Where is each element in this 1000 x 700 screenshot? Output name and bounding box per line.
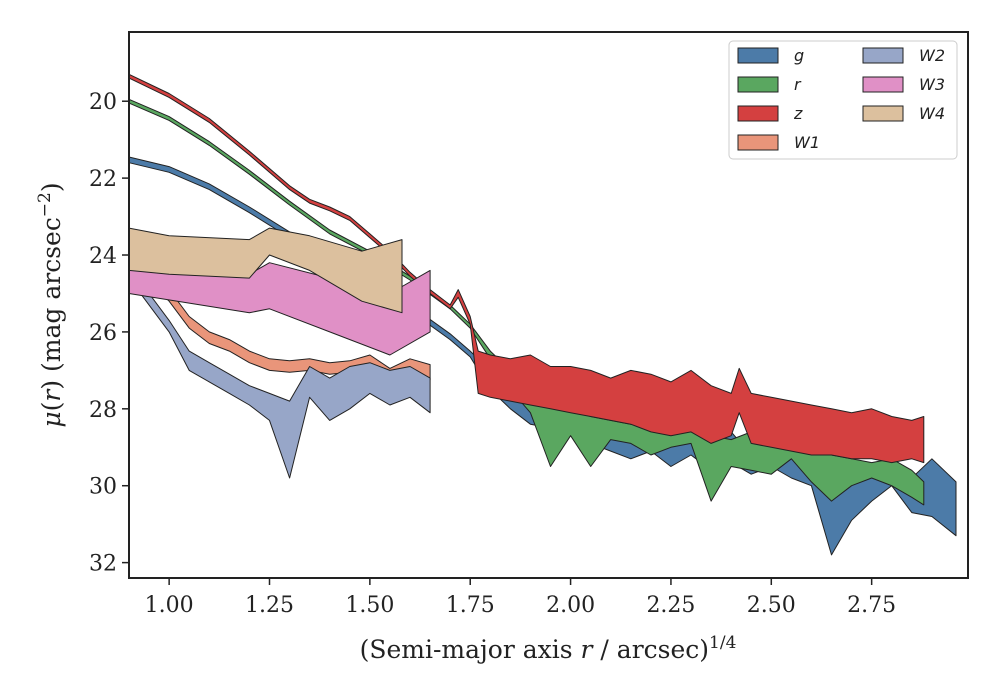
series-band-w3 [128, 254, 431, 356]
legend-swatch-w1 [737, 134, 779, 151]
legend-swatch-w4 [862, 105, 904, 122]
x-tick-label: 2.25 [646, 593, 695, 618]
y-tick-label: 32 [89, 552, 117, 577]
legend-label-z: z [793, 104, 803, 123]
x-axis-label: (Semi-major axis r / arcsec)1/4 [360, 633, 737, 664]
x-tick-label: 1.25 [245, 593, 294, 618]
legend-swatch-r [737, 76, 779, 93]
series-layer [128, 73, 957, 556]
x-tick-label: 2.50 [747, 593, 796, 618]
legend-swatch-w3 [862, 76, 904, 93]
legend-swatch-g [737, 47, 779, 64]
x-tick-label: 2.75 [847, 593, 896, 618]
y-tick-label: 26 [89, 321, 117, 346]
legend-label-w4: W4 [919, 104, 945, 123]
series-band-z [128, 73, 925, 464]
plot-frame [128, 31, 969, 579]
y-axis-label: μ(r) (mag arcsec−2) [35, 182, 66, 427]
series-band-w2 [128, 266, 431, 479]
x-tick-label: 1.50 [345, 593, 394, 618]
y-tick-label: 30 [89, 475, 117, 500]
y-tick-label: 28 [89, 398, 117, 423]
x-tick-label: 2.00 [546, 593, 595, 618]
legend-swatch-z [737, 105, 779, 122]
legend-box [728, 40, 958, 160]
legend-label-g: g [794, 46, 804, 65]
legend-label-w3: W3 [919, 75, 945, 94]
legend-swatch-w2 [862, 47, 904, 64]
legend: grz W1 W2 W3 W4 [728, 40, 958, 160]
axis-layer: 1.00 1.25 1.50 1.75 2.00 2.25 2.50 2.75 20 22 24 26… [89, 90, 896, 618]
x-tick-label: 1.75 [446, 593, 495, 618]
y-tick-label: 22 [89, 167, 117, 192]
legend-label-w1: W1 [794, 133, 820, 152]
y-tick-label: 24 [89, 244, 117, 269]
legend-label-r: r [794, 75, 802, 94]
series-band-w4 [128, 227, 403, 314]
x-tick-label: 1.00 [145, 593, 194, 618]
y-tick-label: 20 [89, 90, 117, 115]
legend-label-w2: W2 [919, 46, 945, 65]
